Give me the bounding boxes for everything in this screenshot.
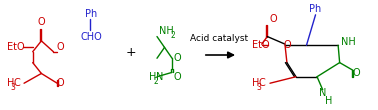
Text: O: O xyxy=(56,42,64,52)
Text: H: H xyxy=(252,78,260,88)
Text: 2: 2 xyxy=(171,31,176,40)
Text: O: O xyxy=(56,78,64,88)
Text: Acid catalyst: Acid catalyst xyxy=(190,34,248,43)
Text: +: + xyxy=(125,46,136,59)
Text: H: H xyxy=(7,78,14,88)
Text: O: O xyxy=(284,40,291,50)
Text: O: O xyxy=(173,53,181,63)
Text: H: H xyxy=(325,96,333,106)
Text: O: O xyxy=(37,17,45,27)
Text: C: C xyxy=(13,78,20,88)
Text: O: O xyxy=(173,72,181,82)
Text: C: C xyxy=(259,78,265,88)
Text: 2: 2 xyxy=(153,77,158,86)
Text: EtO: EtO xyxy=(252,40,270,50)
Text: H: H xyxy=(149,72,156,82)
Text: 3: 3 xyxy=(11,83,16,92)
Text: Ph: Ph xyxy=(310,4,322,14)
Text: NH: NH xyxy=(159,26,174,36)
Text: EtO: EtO xyxy=(7,42,24,52)
Text: N: N xyxy=(156,72,164,82)
Text: O: O xyxy=(353,68,360,78)
Text: NH: NH xyxy=(341,37,356,47)
Text: CHO: CHO xyxy=(80,32,102,42)
Text: 3: 3 xyxy=(256,83,261,92)
Text: N: N xyxy=(319,88,327,98)
Text: O: O xyxy=(270,14,277,24)
Text: Ph: Ph xyxy=(85,9,97,19)
